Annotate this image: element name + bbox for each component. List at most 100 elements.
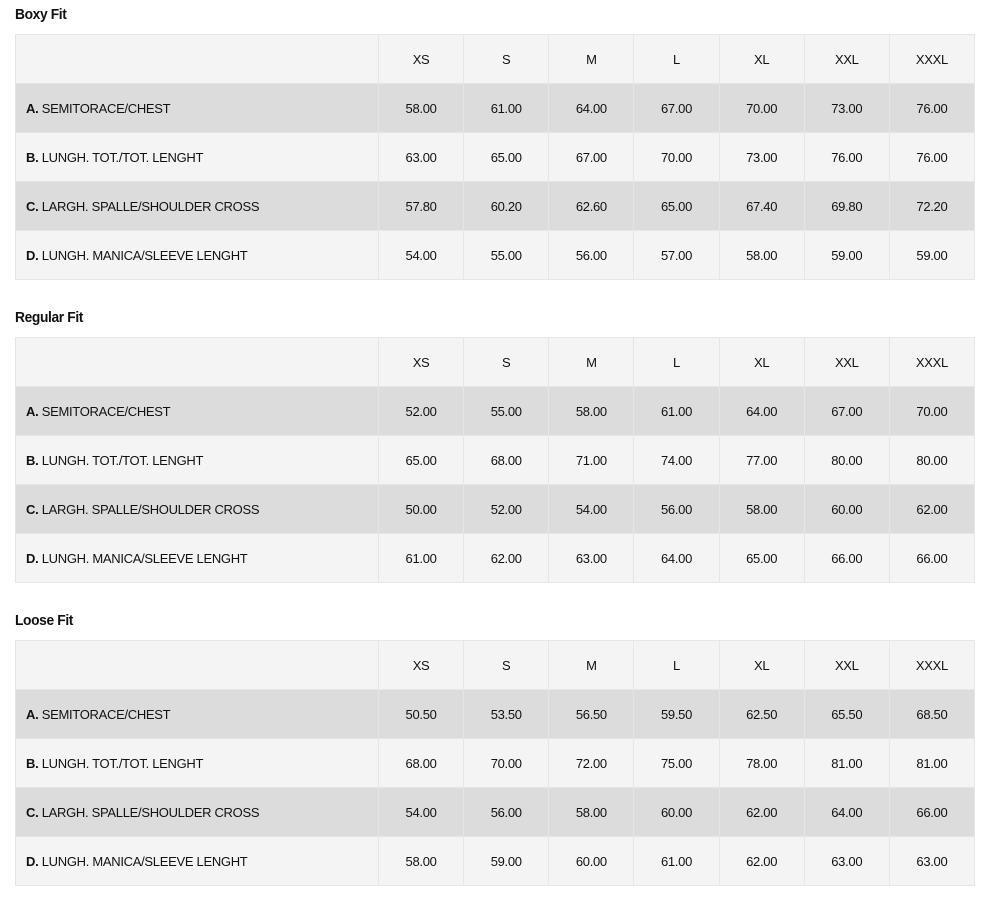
measurement-value: 73.00: [803, 83, 890, 133]
measurement-value: 64.00: [633, 533, 720, 583]
table-row: D. LUNGH. MANICA/SLEEVE LENGHT 58.00 59.00…: [15, 836, 976, 886]
header-empty-cell: [15, 337, 379, 387]
measurement-value: 56.00: [463, 787, 550, 837]
table-row: A. SEMITORACE/CHEST 52.00 55.00 58.00 61.00 6…: [15, 386, 976, 436]
measurement-value: 76.00: [888, 83, 976, 133]
measurement-value: 60.20: [463, 181, 550, 231]
measurement-name: SEMITORACE/CHEST: [41, 706, 171, 722]
size-table: XS S M L XL XXL XXXL A. SEMITORACE/CHEST 52.00 55…: [15, 337, 976, 583]
measurement-name: LUNGH. MANICA/SLEEVE LENGHT: [41, 853, 248, 869]
header-empty-cell: [15, 34, 379, 84]
measurement-name: LARGH. SPALLE/SHOULDER CROSS: [41, 198, 260, 214]
measurement-label: C. LARGH. SPALLE/SHOULDER CROSS: [15, 181, 379, 231]
measurement-value: 64.00: [548, 83, 635, 133]
measurement-label: D. LUNGH. MANICA/SLEEVE LENGHT: [15, 533, 379, 583]
measurement-value: 68.00: [377, 738, 465, 788]
measurement-value: 60.00: [633, 787, 720, 837]
measurement-value: 63.00: [888, 836, 976, 886]
measurement-letter: A.: [26, 706, 39, 722]
measurement-value: 72.20: [888, 181, 976, 231]
measurement-value: 71.00: [548, 435, 635, 485]
measurement-value: 52.00: [463, 484, 550, 534]
measurement-name: LARGH. SPALLE/SHOULDER CROSS: [41, 804, 260, 820]
measurement-letter: D.: [26, 853, 39, 869]
measurement-label: D. LUNGH. MANICA/SLEEVE LENGHT: [15, 836, 379, 886]
measurement-label: A. SEMITORACE/CHEST: [15, 386, 379, 436]
measurement-label: A. SEMITORACE/CHEST: [15, 689, 379, 739]
measurement-value: 50.50: [377, 689, 465, 739]
measurement-value: 66.00: [888, 787, 976, 837]
measurement-value: 65.00: [463, 132, 550, 182]
measurement-label: A. SEMITORACE/CHEST: [15, 83, 379, 133]
measurement-value: 70.00: [633, 132, 720, 182]
size-table-section: Loose Fit XS S M L XL XXL XXXL A. SEMITORACE/CHE…: [15, 612, 976, 886]
size-header-xxxl: XXXL: [888, 640, 976, 690]
measurement-value: 80.00: [888, 435, 976, 485]
measurement-label: B. LUNGH. TOT./TOT. LENGHT: [15, 132, 379, 182]
size-header-l: L: [633, 34, 720, 84]
measurement-value: 70.00: [463, 738, 550, 788]
measurement-letter: D.: [26, 247, 39, 263]
measurement-value: 62.60: [548, 181, 635, 231]
measurement-value: 55.00: [463, 386, 550, 436]
measurement-name: SEMITORACE/CHEST: [41, 100, 171, 116]
measurement-value: 54.00: [377, 787, 465, 837]
measurement-value: 70.00: [718, 83, 805, 133]
measurement-value: 65.00: [377, 435, 465, 485]
measurement-letter: D.: [26, 550, 39, 566]
size-header-xxxl: XXXL: [888, 34, 976, 84]
size-header-xl: XL: [718, 640, 805, 690]
measurement-value: 59.50: [633, 689, 720, 739]
measurement-value: 58.00: [548, 787, 635, 837]
measurement-value: 81.00: [803, 738, 890, 788]
measurement-value: 65.00: [633, 181, 720, 231]
measurement-value: 55.00: [463, 230, 550, 280]
table-title: Loose Fit: [15, 612, 74, 629]
measurement-value: 67.00: [548, 132, 635, 182]
measurement-letter: B.: [26, 755, 39, 771]
size-header-xs: XS: [377, 337, 465, 387]
measurement-value: 52.00: [377, 386, 465, 436]
measurement-value: 58.00: [377, 836, 465, 886]
table-row: A. SEMITORACE/CHEST 58.00 61.00 64.00 67.00 7…: [15, 83, 976, 133]
size-header-xl: XL: [718, 337, 805, 387]
measurement-value: 64.00: [803, 787, 890, 837]
measurement-value: 60.00: [548, 836, 635, 886]
measurement-value: 62.00: [718, 787, 805, 837]
measurement-letter: C.: [26, 501, 39, 517]
measurement-letter: B.: [26, 452, 39, 468]
measurement-value: 66.00: [888, 533, 976, 583]
measurement-name: LUNGH. TOT./TOT. LENGHT: [41, 755, 204, 771]
measurement-value: 53.50: [463, 689, 550, 739]
measurement-value: 67.00: [803, 386, 890, 436]
measurement-value: 60.00: [803, 484, 890, 534]
measurement-value: 59.00: [888, 230, 976, 280]
table-row: A. SEMITORACE/CHEST 50.50 53.50 56.50 59.50 6…: [15, 689, 976, 739]
measurement-value: 54.00: [548, 484, 635, 534]
measurement-value: 58.00: [718, 484, 805, 534]
measurement-value: 61.00: [633, 386, 720, 436]
measurement-value: 81.00: [888, 738, 976, 788]
measurement-value: 66.00: [803, 533, 890, 583]
measurement-label: D. LUNGH. MANICA/SLEEVE LENGHT: [15, 230, 379, 280]
size-header-xxl: XXL: [803, 640, 890, 690]
measurement-value: 57.80: [377, 181, 465, 231]
measurement-value: 62.00: [463, 533, 550, 583]
measurement-value: 63.00: [548, 533, 635, 583]
measurement-name: LUNGH. MANICA/SLEEVE LENGHT: [41, 550, 248, 566]
measurement-value: 61.00: [633, 836, 720, 886]
table-row: C. LARGH. SPALLE/SHOULDER CROSS 57.80 60.2…: [15, 181, 976, 231]
measurement-value: 64.00: [718, 386, 805, 436]
size-header-xs: XS: [377, 640, 465, 690]
measurement-letter: B.: [26, 149, 39, 165]
measurement-value: 62.50: [718, 689, 805, 739]
measurement-name: LARGH. SPALLE/SHOULDER CROSS: [41, 501, 260, 517]
size-header-m: M: [548, 640, 635, 690]
measurement-name: LUNGH. TOT./TOT. LENGHT: [41, 149, 204, 165]
size-table-section: Regular Fit XS S M L XL XXL XXXL A. SEMITORACE/C…: [15, 309, 976, 583]
table-row: D. LUNGH. MANICA/SLEEVE LENGHT 61.00 62.00…: [15, 533, 976, 583]
size-header-xl: XL: [718, 34, 805, 84]
table-row: C. LARGH. SPALLE/SHOULDER CROSS 54.00 56.0…: [15, 787, 976, 837]
table-row: D. LUNGH. MANICA/SLEEVE LENGHT 54.00 55.00…: [15, 230, 976, 280]
measurement-value: 67.40: [718, 181, 805, 231]
